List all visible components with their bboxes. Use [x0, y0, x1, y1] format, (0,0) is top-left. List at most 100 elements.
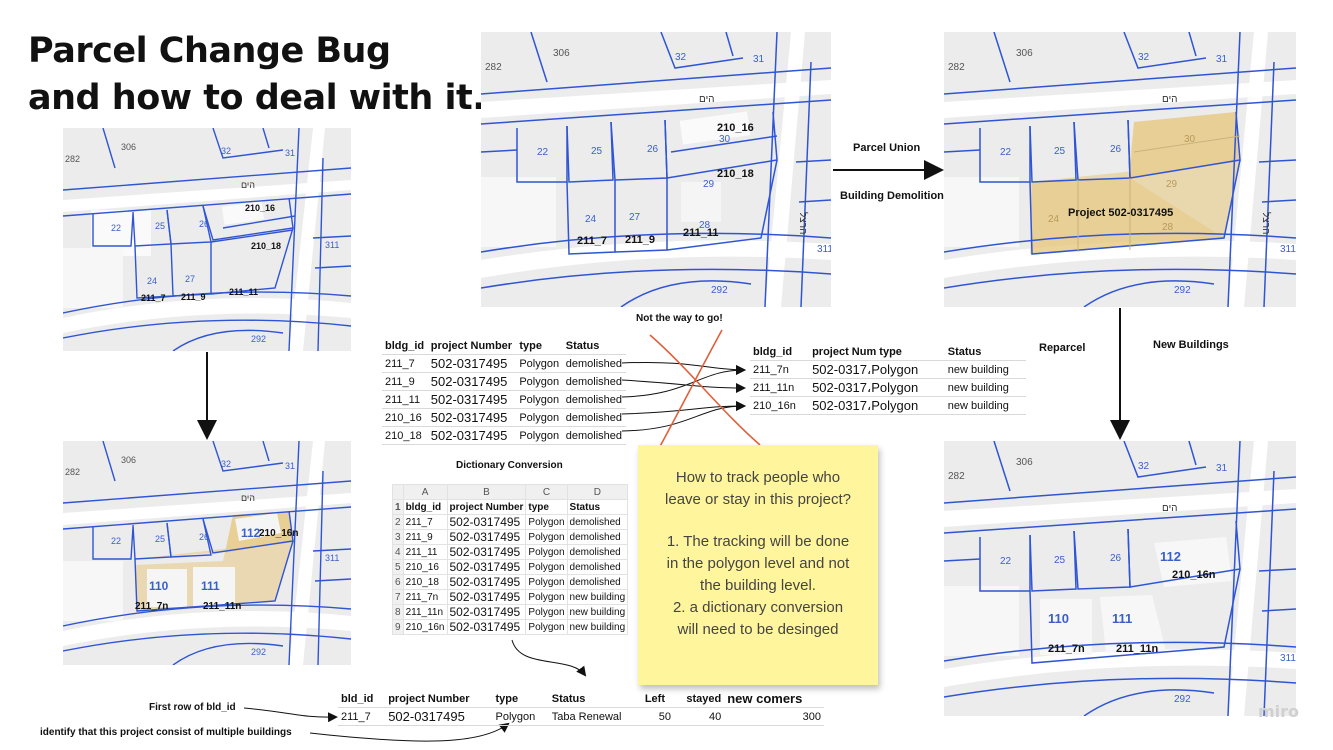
cell: demolished — [566, 514, 629, 530]
cell: 502-0317495 — [446, 574, 527, 590]
map-tl-label-211-7: 211_7 — [141, 293, 166, 303]
table-row: 8 211_11n 502-0317495 Polygon new building — [392, 604, 629, 620]
cell: 40 — [673, 707, 725, 726]
table-row: 211_11 502-0317495 Polygon demolished — [382, 390, 626, 409]
cell: 210_16n — [750, 396, 810, 415]
map-tl-street: הים — [241, 180, 255, 190]
table-row: 4 211_11 502-0317495 Polygon demolished — [392, 544, 629, 560]
map-tm-label-211-11: 211_11 — [683, 227, 719, 239]
cell: 502-0317495 — [446, 529, 527, 545]
cell: 211_9 — [382, 372, 428, 391]
header-cell: project Number — [446, 499, 527, 515]
table-row: 211_7 502-0317495 Polygon demolished — [382, 354, 626, 373]
map-bl-num-311: 311 — [325, 553, 340, 563]
spreadsheet-column-header-row: A B C D — [392, 484, 629, 500]
cell: new building — [944, 378, 1026, 397]
cell: Polygon — [525, 604, 568, 620]
header-cell: bldg_id — [382, 337, 428, 355]
mapping-lines — [621, 361, 746, 432]
header-cell: bldg_id — [750, 343, 810, 361]
label-parcel-union: Parcel Union — [853, 142, 921, 154]
cell: 211_9 — [402, 529, 448, 545]
table-header-row: bld_id project Number type Status Left s… — [338, 690, 824, 708]
map-tl-num-31: 31 — [285, 148, 296, 158]
row-number: 4 — [392, 544, 404, 560]
old-buildings-table: bldg_id project Number type Status 211_7… — [382, 337, 626, 445]
map-tm-num-24: 24 — [585, 214, 597, 225]
map-tm-num-32: 32 — [675, 52, 687, 63]
cell: Polygon — [525, 559, 568, 575]
cell: demolished — [566, 544, 629, 560]
map-bl-label-111: 111 — [201, 579, 220, 593]
cell: 502-0317495 — [427, 426, 517, 445]
map-tm-num-30: 30 — [719, 134, 731, 145]
map-bl-num-22: 22 — [111, 536, 122, 546]
table-row: 3 211_9 502-0317495 Polygon demolished — [392, 529, 629, 545]
map-bl-num-292: 292 — [251, 647, 267, 657]
cell: 502-0317495 — [427, 408, 517, 427]
header-cell: Status — [944, 343, 1026, 361]
map-br-num-311: 311 — [1280, 653, 1296, 664]
map-tm-num-29: 29 — [703, 179, 715, 190]
cell: Polygon — [525, 529, 568, 545]
cell: 502-0317495 — [446, 619, 527, 635]
header-cell: type — [492, 690, 549, 708]
map-tl-num-24: 24 — [147, 276, 158, 286]
map-bl-street: הים — [241, 493, 255, 503]
map-br-num-26: 26 — [1110, 553, 1122, 564]
header-cell: stayed — [673, 690, 725, 708]
label-new-buildings: New Buildings — [1153, 339, 1229, 351]
map-tr-num-306: 306 — [1016, 48, 1033, 59]
header-cell: bldg_id — [402, 499, 448, 515]
cell: Polygon — [516, 354, 563, 373]
cell: Polygon — [516, 390, 563, 409]
map-br-num-22: 22 — [1000, 556, 1012, 567]
row-number: 9 — [392, 619, 404, 635]
table-row: 9 210_16n 502-0317495 Polygon new building — [392, 619, 629, 635]
cell: 211_7 — [382, 354, 428, 373]
cell: 211_7 — [402, 514, 448, 530]
cell: 211_11n — [750, 378, 810, 397]
map-tl-num-292: 292 — [251, 334, 267, 344]
sticky-answer-line-3: the building level. — [700, 577, 816, 594]
map-tl-label-211-9: 211_9 — [181, 292, 206, 302]
cell: 211_7 — [338, 707, 386, 726]
miro-watermark-logo: miro — [1258, 702, 1300, 721]
cell: new building — [566, 589, 629, 605]
cell: demolished — [562, 426, 626, 445]
map-bl-label-110: 110 — [149, 579, 169, 593]
label-first-row: First row of bld_id — [149, 702, 236, 713]
map-br-label-211-11n: 211_11n — [1116, 643, 1159, 655]
map-tr-num-28: 28 — [1162, 222, 1174, 233]
table-header-row: bldg_id project Num type Status — [750, 343, 1026, 361]
map-tl-num-306: 306 — [121, 142, 137, 152]
cell: Polygon — [516, 408, 563, 427]
header-cell: project Num type — [809, 343, 945, 361]
label-reparcel: Reparcel — [1039, 342, 1086, 354]
map-tl-num-27: 27 — [185, 274, 196, 284]
column-letter: A — [402, 484, 448, 500]
new-buildings-table: bldg_id project Num type Status 211_7n 50… — [750, 343, 1026, 415]
sticky-answer-line-1: 1. The tracking will be done — [666, 533, 850, 550]
cell: 502-0317495 — [385, 707, 493, 726]
cell: 502-0317495 — [446, 589, 527, 605]
cell: demolished — [566, 529, 629, 545]
cell: 211_7n — [402, 589, 448, 605]
map-top-middle-drawing — [481, 32, 831, 307]
header-cell: project Number — [385, 690, 493, 708]
cell: 502-0317495 — [427, 354, 517, 373]
header-cell: Status — [566, 499, 629, 515]
cell: 210_16n — [402, 619, 448, 635]
header-cell: Status — [562, 337, 626, 355]
dictionary-spreadsheet: A B C D 1 bldg_id project Number type St… — [392, 484, 629, 635]
map-tm-num-28: 28 — [699, 220, 711, 231]
sticky-note[interactable]: How to track people who leave or stay in… — [638, 445, 878, 685]
header-cell: type — [525, 499, 568, 515]
map-tr-num-31: 31 — [1216, 54, 1228, 65]
map-tl-label-210-18: 210_18 — [251, 241, 282, 251]
map-tm-num-306: 306 — [553, 48, 570, 59]
spreadsheet-header-row: 1 bldg_id project Number type Status — [392, 499, 629, 515]
map-tl-num-282: 282 — [65, 154, 81, 164]
cell: 502-0317495 — [446, 544, 527, 560]
row-number: 7 — [392, 589, 404, 605]
